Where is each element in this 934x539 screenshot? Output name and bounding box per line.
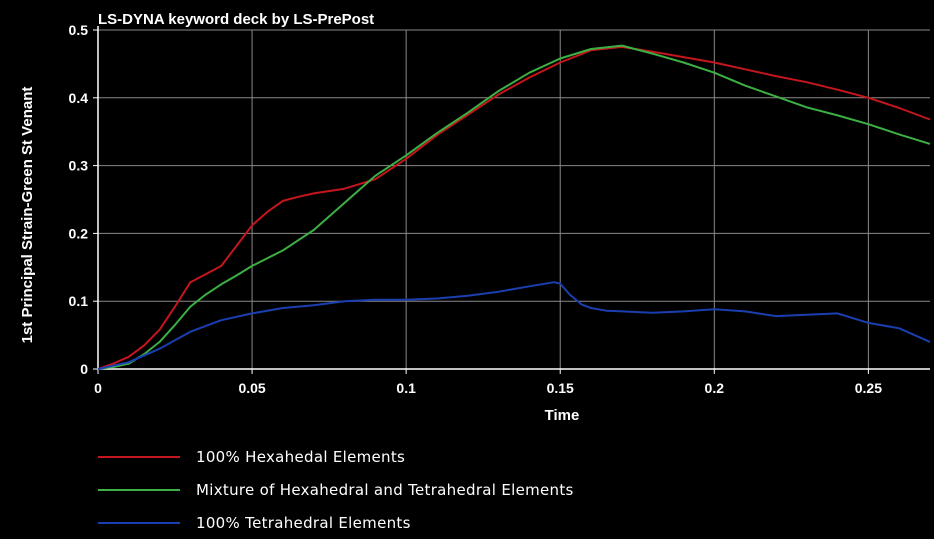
x-tick-label: 0 [94,380,102,396]
y-axis-label: 1st Principal Strain-Green St Venant [19,87,36,344]
x-tick-label: 0.15 [547,380,574,396]
y-tick-label: 0.4 [69,90,89,106]
x-tick-label: 0.05 [238,380,265,396]
legend-item-mixture: Mixture of Hexahedral and Tetrahedral El… [98,473,574,506]
legend-swatch-hexahedral [98,455,180,458]
y-tick-label: 0.2 [69,225,89,241]
x-tick-label: 0.25 [855,380,882,396]
series-line-2 [97,281,931,370]
x-tick-label: 0.2 [705,380,725,396]
legend-label-tetrahedral: 100% Tetrahedral Elements [196,513,411,532]
tick-labels: 0 0.05 0.1 0.15 0.2 0.25 0 0.1 0.2 0.3 0.4 0.5 [69,22,883,396]
chart-title: LS-DYNA keyword deck by LS-PrePost [98,11,374,28]
y-tick-label: 0.1 [69,293,89,309]
legend-item-hexahedral: 100% Hexahedal Elements [98,440,574,473]
legend-swatch-tetrahedral [98,521,180,524]
y-tick-label: 0 [80,361,88,377]
line-chart: LS-DYNA keyword deck by LS-PrePost 0 0.05… [19,11,931,424]
series-lines [97,44,931,370]
legend-item-tetrahedral: 100% Tetrahedral Elements [98,506,574,539]
series-line-0 [97,45,931,370]
legend-swatch-mixture [98,488,180,491]
x-tick-label: 0.1 [396,380,416,396]
chart-legend: 100% Hexahedal Elements Mixture of Hexah… [98,440,574,539]
plot-grid [98,29,930,369]
y-tick-label: 0.3 [69,158,89,174]
series-line-1 [97,44,931,370]
plot-axes [93,26,930,374]
legend-label-hexahedral: 100% Hexahedal Elements [196,447,406,466]
x-axis-label: Time [545,407,580,424]
legend-label-mixture: Mixture of Hexahedral and Tetrahedral El… [196,480,574,499]
y-tick-label: 0.5 [69,22,89,38]
